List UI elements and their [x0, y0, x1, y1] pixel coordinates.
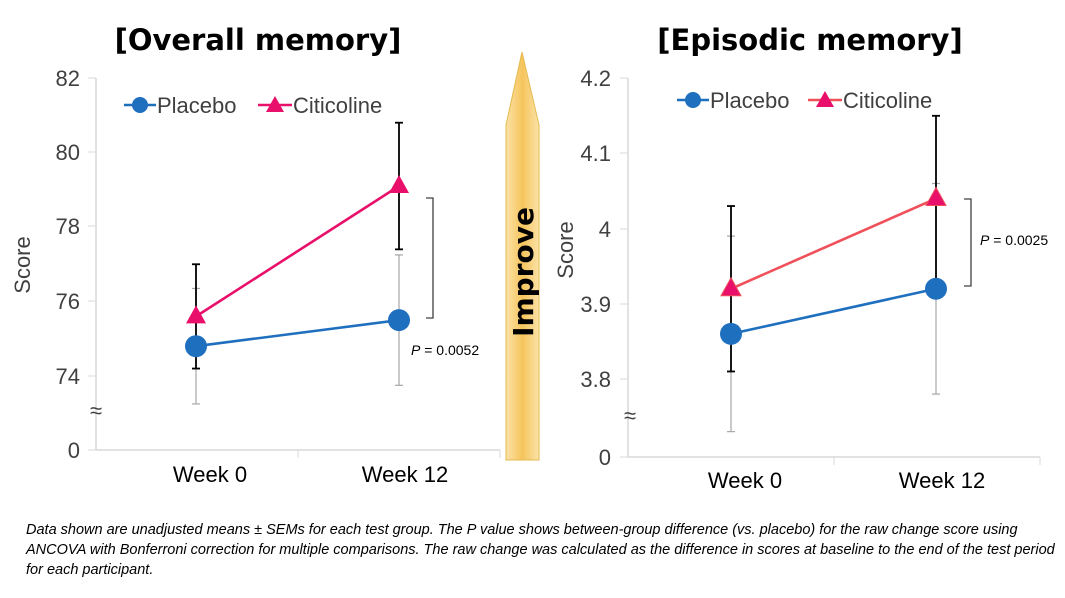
series-line-citicoline	[730, 197, 937, 290]
series-line-citicoline	[195, 184, 400, 318]
data-point-placebo	[185, 335, 207, 358]
x-tick-label: Week 12	[362, 462, 448, 487]
legend-placebo-label: Placebo	[157, 93, 237, 118]
plot-area	[185, 121, 410, 405]
p-value-label: P = 0.0052	[411, 342, 479, 358]
y-tick-label: 80	[56, 140, 80, 165]
series-line-placebo	[730, 287, 937, 336]
improve-label: Improve	[507, 207, 540, 337]
y-tick-label: 74	[56, 364, 80, 389]
legend-citicoline-marker	[266, 96, 284, 112]
data-point-placebo	[720, 322, 742, 345]
episodic-memory-chart: [Episodic memory] Score 4.2 4.1 4 3.9 3.…	[553, 23, 1048, 493]
overall-memory-chart: [Overall memory] Score 82 80 78 76 74 0 …	[10, 23, 501, 487]
improve-arrow: Improve	[505, 51, 540, 461]
p-value-label: P = 0.0025	[980, 232, 1048, 248]
data-point-citicoline	[389, 175, 409, 194]
p-value-symbol: P	[980, 232, 990, 248]
y-tick-label: 3.8	[580, 367, 611, 392]
x-tick-label: Week 0	[173, 462, 247, 487]
chart-title: [Episodic memory]	[657, 23, 962, 57]
axis-break-symbol: ≈	[624, 403, 636, 428]
figure-caption: Data shown are unadjusted means ± SEMs f…	[26, 522, 1055, 578]
data-point-citicoline	[925, 186, 947, 207]
y-tick-label: 3.9	[580, 292, 611, 317]
y-tick-label-zero: 0	[599, 445, 611, 470]
legend-citicoline-marker	[816, 91, 834, 107]
legend-citicoline-label: Citicoline	[293, 93, 382, 118]
series-line-placebo	[195, 318, 400, 348]
axis-break-symbol: ≈	[90, 398, 102, 423]
y-tick-label-zero: 0	[68, 438, 80, 463]
data-point-citicoline	[720, 276, 742, 297]
data-point-placebo	[925, 277, 947, 300]
y-tick-label: 4.1	[580, 141, 611, 166]
legend-placebo-marker	[685, 92, 701, 108]
y-axis-label: Score	[10, 236, 35, 293]
y-tick-label: 4.2	[580, 66, 611, 91]
y-axis-label: Score	[553, 221, 578, 278]
y-tick-label: 82	[56, 66, 80, 91]
p-value-bracket	[426, 197, 434, 319]
data-point-citicoline	[186, 305, 206, 324]
p-value-symbol: P	[411, 342, 421, 358]
y-tick-label: 4	[599, 217, 611, 242]
chart-title: [Overall memory]	[115, 23, 402, 57]
y-tick-label: 76	[56, 289, 80, 314]
p-value-number: = 0.0025	[993, 232, 1048, 248]
y-tick-label: 78	[56, 214, 80, 239]
p-value-bracket	[964, 198, 972, 287]
x-tick-label: Week 12	[899, 468, 985, 493]
data-point-placebo	[388, 309, 410, 332]
legend-placebo-label: Placebo	[710, 88, 790, 113]
legend-citicoline-label: Citicoline	[843, 88, 932, 113]
improve-arrow-shape	[505, 51, 540, 461]
x-tick-label: Week 0	[708, 468, 782, 493]
p-value-number: = 0.0052	[424, 342, 479, 358]
legend-placebo-marker	[132, 97, 148, 113]
plot-area	[720, 114, 947, 433]
